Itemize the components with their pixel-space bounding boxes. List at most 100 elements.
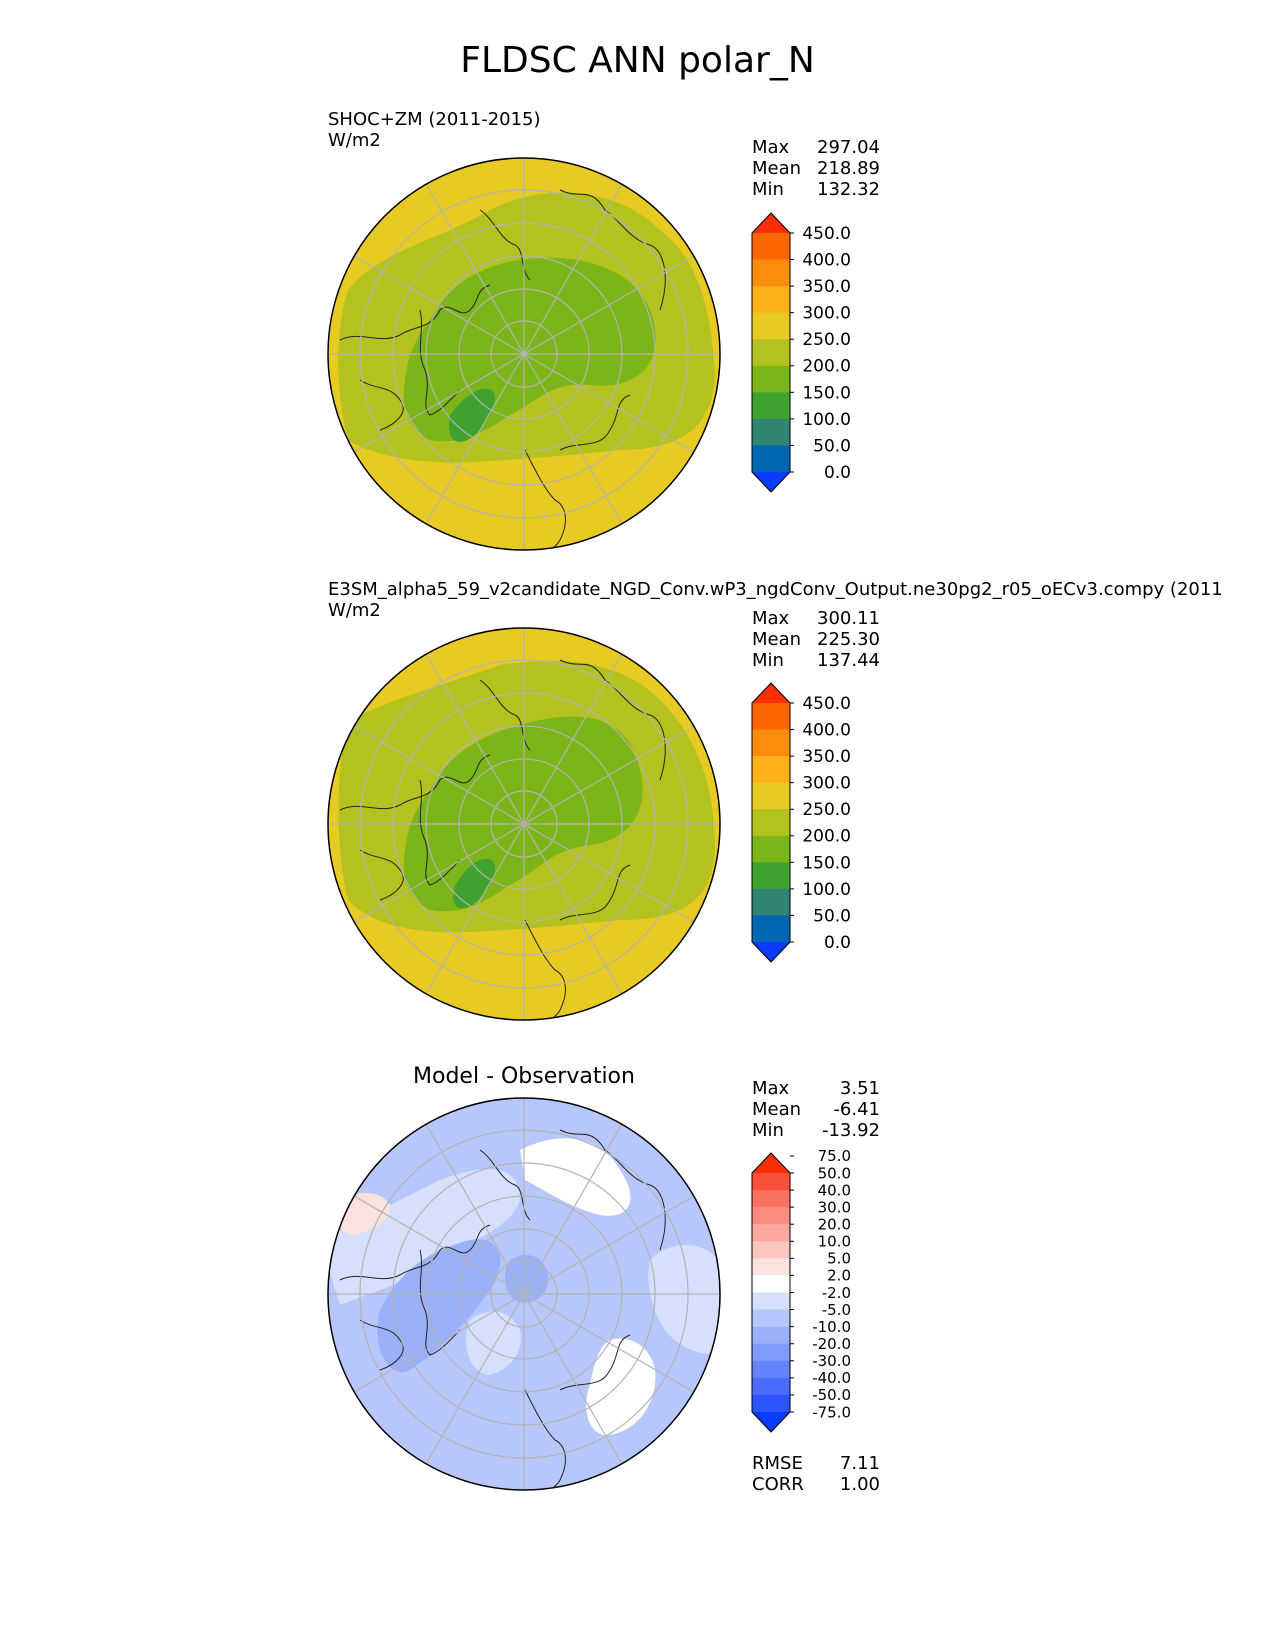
colorbar-band bbox=[752, 259, 790, 287]
colorbar-tick-label: 350.0 bbox=[802, 747, 851, 767]
colorbar-tick-label: 10.0 bbox=[818, 1233, 851, 1251]
colorbar-band bbox=[752, 782, 790, 810]
stat-label: Min bbox=[752, 1120, 784, 1141]
panel1-title: SHOC+ZM (2011-2015) bbox=[328, 109, 541, 130]
stat-value: 300.11 bbox=[817, 608, 880, 629]
colorbar-band bbox=[752, 312, 790, 340]
colorbar-band bbox=[752, 1309, 790, 1328]
colorbar-tick-label: 30.0 bbox=[818, 1198, 851, 1216]
panel1-stats: Max 297.04 Mean 218.89 Min 132.32 bbox=[752, 137, 880, 200]
colorbar-tick-label: 250.0 bbox=[802, 330, 851, 350]
colorbar-band bbox=[752, 756, 790, 784]
panel1-map-border bbox=[327, 157, 721, 551]
colorbar-tick-label: -50.0 bbox=[812, 1386, 851, 1404]
panel2-polar-map bbox=[327, 627, 721, 1021]
colorbar-band bbox=[752, 1173, 790, 1191]
panel3-polar-map bbox=[327, 1097, 721, 1491]
figure-title: FLDSC ANN polar_N bbox=[460, 40, 815, 81]
stat-label: Mean bbox=[752, 1099, 802, 1120]
stat-label: Mean bbox=[752, 158, 802, 179]
colorbar-max-extension bbox=[752, 683, 790, 703]
colorbar-band bbox=[752, 1377, 790, 1396]
stat-label: Mean bbox=[752, 629, 802, 650]
panel2-colorbar: 0.0 50.0 100.0 150.0 200.0 250.0 300.0 350.0 400… bbox=[751, 682, 851, 963]
stat-value: 132.32 bbox=[817, 179, 880, 200]
colorbar-band bbox=[752, 809, 790, 837]
colorbar-tick-label: 100.0 bbox=[802, 410, 851, 430]
colorbar-band bbox=[752, 1326, 790, 1345]
colorbar-tick-label: 0.0 bbox=[824, 933, 851, 953]
colorbar-tick-label: -20.0 bbox=[812, 1335, 851, 1353]
colorbar-tick-label: 450.0 bbox=[802, 224, 851, 244]
colorbar-tick-label: 100.0 bbox=[802, 880, 851, 900]
colorbar-band bbox=[752, 233, 790, 261]
colorbar-max-extension bbox=[752, 1153, 790, 1173]
colorbar-tick-label: 75.0 bbox=[818, 1147, 851, 1165]
colorbar-tick-label: 40.0 bbox=[818, 1181, 851, 1199]
stat-value: 1.00 bbox=[839, 1474, 880, 1495]
colorbar-tick-label: 200.0 bbox=[802, 827, 851, 847]
panel3-stats: Max 3.51 Mean -6.41 Min -13.92 bbox=[752, 1078, 880, 1141]
colorbar-band bbox=[752, 1275, 790, 1293]
colorbar-band bbox=[752, 1241, 790, 1259]
colorbar-tick-label: -30.0 bbox=[812, 1352, 851, 1370]
colorbar-tick-label: 300.0 bbox=[802, 774, 851, 794]
panel2-title: E3SM_alpha5_59_v2candidate_NGD_Conv.wP3_… bbox=[328, 579, 1223, 600]
colorbar-band bbox=[752, 1207, 790, 1225]
colorbar-band bbox=[752, 862, 790, 890]
colorbar-tick-label: 400.0 bbox=[802, 251, 851, 271]
colorbar-band bbox=[752, 1258, 790, 1276]
panel3-title: Model - Observation bbox=[413, 1064, 635, 1089]
colorbar-tick-label: 350.0 bbox=[802, 277, 851, 297]
colorbar-max-extension bbox=[752, 213, 790, 233]
stat-value: -13.92 bbox=[821, 1120, 880, 1141]
stat-label: Max bbox=[752, 1078, 790, 1099]
colorbar-tick-label: 50.0 bbox=[813, 436, 851, 456]
colorbar-tick-label: 5.0 bbox=[827, 1250, 851, 1268]
panel1-graticule bbox=[328, 158, 720, 550]
colorbar-min-extension bbox=[752, 942, 790, 962]
panel2-units: W/m2 bbox=[328, 600, 381, 621]
stat-value: 7.11 bbox=[839, 1453, 880, 1474]
stat-value: 297.04 bbox=[817, 137, 880, 158]
colorbar-tick-label: 250.0 bbox=[802, 800, 851, 820]
colorbar-tick-label: 2.0 bbox=[827, 1267, 851, 1285]
colorbar-tick-label: 0.0 bbox=[824, 463, 851, 483]
panel2-graticule bbox=[328, 628, 720, 1020]
colorbar-tick-label: -2.0 bbox=[822, 1284, 851, 1302]
panel3-graticule bbox=[328, 1098, 720, 1490]
colorbar-min-extension bbox=[752, 1412, 790, 1432]
colorbar-tick-label: 50.0 bbox=[813, 906, 851, 926]
colorbar-tick-label: -5.0 bbox=[822, 1301, 851, 1319]
colorbar-band bbox=[752, 888, 790, 916]
colorbar-band bbox=[752, 286, 790, 314]
colorbar-min-extension bbox=[752, 472, 790, 492]
colorbar-band bbox=[752, 365, 790, 393]
stat-value: 3.51 bbox=[839, 1078, 880, 1099]
colorbar-tick-label: 20.0 bbox=[818, 1215, 851, 1233]
panel1-polar-map bbox=[327, 157, 721, 551]
stat-label: CORR bbox=[752, 1474, 804, 1495]
colorbar-band bbox=[752, 445, 790, 473]
colorbar-band bbox=[752, 1343, 790, 1362]
stat-value: -6.41 bbox=[833, 1099, 880, 1120]
colorbar-tick-label: -10.0 bbox=[812, 1318, 851, 1336]
panel2-map-border bbox=[327, 627, 721, 1021]
panel1-colorbar: 0.0 50.0 100.0 150.0 200.0 250.0 300.0 350.0 400… bbox=[751, 212, 851, 493]
colorbar-band bbox=[752, 1224, 790, 1242]
colorbar-band bbox=[752, 915, 790, 943]
panel2-stats: Max 300.11 Mean 225.30 Min 137.44 bbox=[752, 608, 880, 671]
colorbar-band bbox=[752, 1360, 790, 1379]
colorbar-band bbox=[752, 339, 790, 367]
panel3-map-border bbox=[327, 1097, 721, 1491]
stat-label: RMSE bbox=[752, 1453, 803, 1474]
colorbar-tick-label: 150.0 bbox=[802, 383, 851, 403]
colorbar-tick-label: 200.0 bbox=[802, 357, 851, 377]
colorbar-band bbox=[752, 1394, 790, 1413]
panel3-error-stats: RMSE 7.11 CORR 1.00 bbox=[752, 1453, 880, 1495]
panel1-units: W/m2 bbox=[328, 130, 381, 151]
stat-value: 218.89 bbox=[817, 158, 880, 179]
stat-value: 137.44 bbox=[817, 650, 880, 671]
stat-label: Min bbox=[752, 179, 784, 200]
colorbar-tick-label: 50.0 bbox=[818, 1164, 851, 1182]
